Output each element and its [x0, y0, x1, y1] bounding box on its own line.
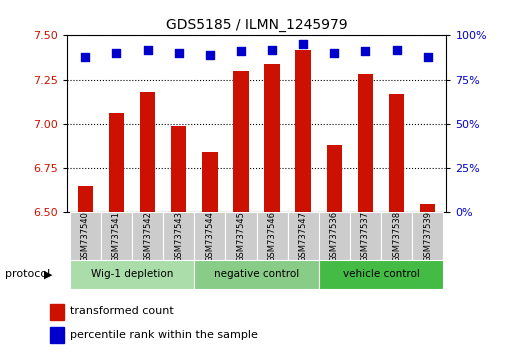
Bar [295, 50, 311, 354]
Bar [264, 64, 280, 354]
Text: GSM737541: GSM737541 [112, 211, 121, 262]
Bar [381, 212, 412, 260]
Bar [70, 212, 101, 260]
Bar [420, 204, 436, 354]
Bar [225, 212, 256, 260]
Bar [288, 212, 319, 260]
Point [361, 48, 369, 54]
Bar [358, 74, 373, 354]
Bar [233, 71, 249, 354]
Point [81, 54, 89, 59]
Point [112, 50, 121, 56]
Bar [109, 113, 124, 354]
Point [144, 47, 152, 52]
Text: percentile rank within the sample: percentile rank within the sample [70, 330, 258, 340]
Bar [326, 145, 342, 354]
Bar [412, 212, 443, 260]
Title: GDS5185 / ILMN_1245979: GDS5185 / ILMN_1245979 [166, 18, 347, 32]
Text: GSM737542: GSM737542 [143, 211, 152, 262]
Text: negative control: negative control [214, 269, 299, 279]
Bar [319, 260, 443, 289]
Bar [70, 260, 194, 289]
Bar [319, 212, 350, 260]
Text: vehicle control: vehicle control [343, 269, 420, 279]
Point [424, 54, 432, 59]
Bar [350, 212, 381, 260]
Text: GSM737537: GSM737537 [361, 211, 370, 262]
Bar [256, 212, 288, 260]
Text: GSM737538: GSM737538 [392, 211, 401, 262]
Bar [194, 212, 225, 260]
Bar [132, 212, 163, 260]
Text: transformed count: transformed count [70, 306, 174, 316]
Point [268, 47, 276, 52]
Point [206, 52, 214, 58]
Text: GSM737544: GSM737544 [205, 211, 214, 262]
Text: ▶: ▶ [44, 269, 52, 279]
Bar [101, 212, 132, 260]
Bar [50, 304, 64, 320]
Point [237, 48, 245, 54]
Text: GSM737540: GSM737540 [81, 211, 90, 262]
Bar [140, 92, 155, 354]
Text: protocol: protocol [5, 269, 50, 279]
Text: GSM737536: GSM737536 [330, 211, 339, 262]
Bar [171, 126, 187, 354]
Text: GSM737547: GSM737547 [299, 211, 308, 262]
Bar [163, 212, 194, 260]
Text: GSM737543: GSM737543 [174, 211, 183, 262]
Bar [194, 260, 319, 289]
Point [299, 41, 307, 47]
Text: GSM737545: GSM737545 [236, 211, 245, 262]
Text: GSM737546: GSM737546 [268, 211, 277, 262]
Point [330, 50, 339, 56]
Bar [202, 152, 218, 354]
Bar [77, 186, 93, 354]
Point [174, 50, 183, 56]
Bar [389, 94, 404, 354]
Text: Wig-1 depletion: Wig-1 depletion [91, 269, 173, 279]
Point [392, 47, 401, 52]
Bar [50, 327, 64, 343]
Text: GSM737539: GSM737539 [423, 211, 432, 262]
